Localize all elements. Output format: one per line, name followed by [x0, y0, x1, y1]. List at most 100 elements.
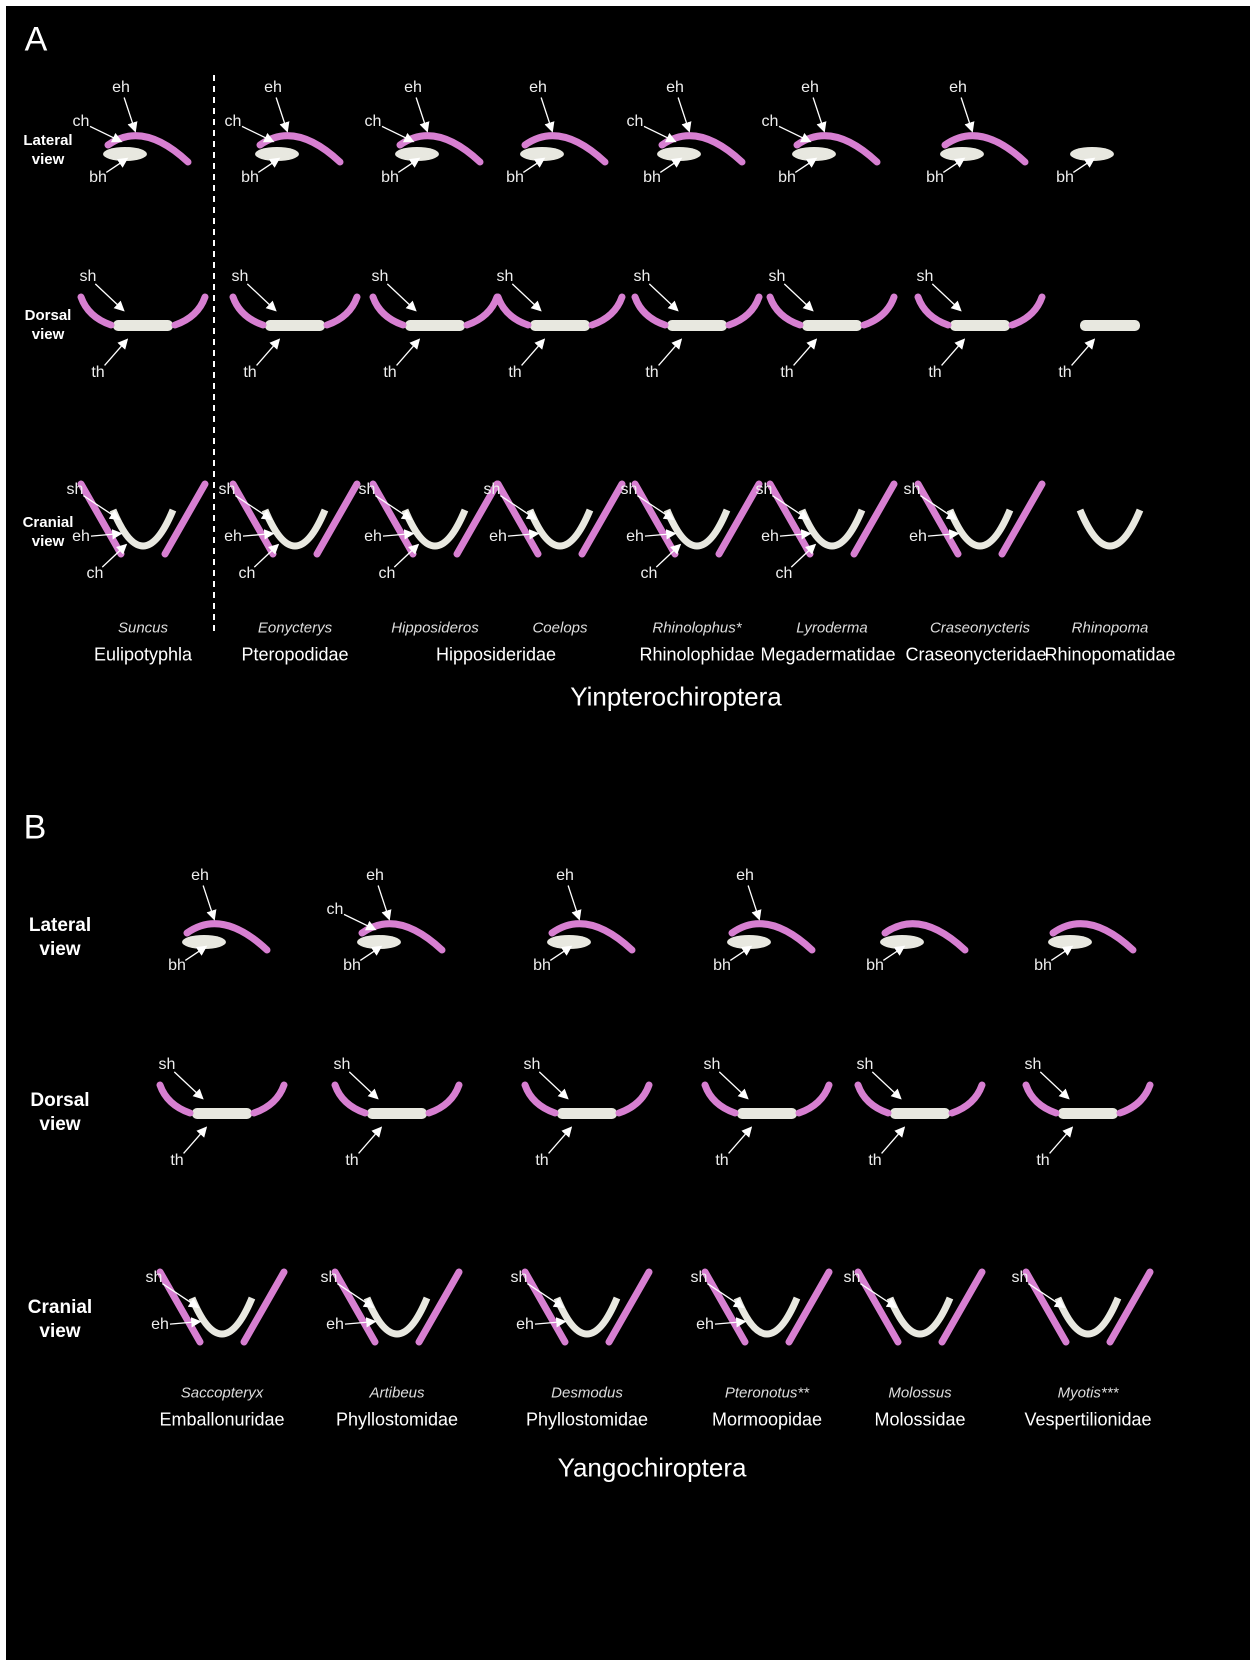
basihyal-bone — [1070, 147, 1114, 161]
annotation-label: ch — [327, 901, 344, 919]
basihyal-bone — [1080, 510, 1140, 546]
thyrohyal-bone — [557, 1108, 617, 1119]
annotation-label: sh — [80, 268, 97, 286]
family-label: Craseonycteridae — [905, 645, 1046, 666]
annotation-label: bh — [643, 169, 661, 187]
annotation-arrow — [730, 946, 751, 960]
annotation-label: th — [868, 1152, 881, 1170]
panel-letter: B — [24, 809, 47, 848]
basihyal-bone — [405, 510, 465, 546]
annotation-label: bh — [866, 957, 884, 975]
annotation-label: eh — [736, 867, 754, 885]
thyrohyal-bone — [192, 1108, 252, 1119]
annotation-arrow — [678, 97, 689, 131]
annotation-label: sh — [704, 1056, 721, 1074]
row-label: Cranial view — [18, 513, 78, 551]
genus-label: Pteronotus** — [725, 1385, 809, 1402]
family-label: Emballonuridae — [159, 1410, 284, 1431]
basihyal-bone — [890, 1298, 950, 1334]
row-label: Cranial view — [20, 1296, 100, 1344]
annotation-label: eh — [366, 867, 384, 885]
genus-label: Eonycterys — [258, 620, 332, 637]
row-label: Dorsal view — [20, 1089, 100, 1137]
annotation-label: eh — [516, 1316, 534, 1334]
annotation-label: eh — [72, 528, 90, 546]
annotation-arrow — [105, 339, 128, 365]
stylohyal-bone — [498, 297, 528, 325]
annotation-label: eh — [264, 79, 282, 97]
thyrohyal-bone — [802, 320, 862, 331]
annotation-arrow — [794, 339, 817, 365]
annotation-arrow — [1073, 158, 1094, 172]
thyrohyal-bone — [1058, 1108, 1118, 1119]
annotation-label: eh — [151, 1316, 169, 1334]
stylohyal-bone — [335, 1085, 365, 1113]
annotation-label: bh — [713, 957, 731, 975]
annotation-arrow — [659, 339, 682, 365]
basihyal-bone — [357, 935, 401, 949]
annotation-arrow — [719, 1072, 747, 1099]
annotation-arrow — [95, 284, 123, 311]
annotation-arrow — [360, 946, 381, 960]
annotation-label: ch — [627, 113, 644, 131]
annotation-arrow — [276, 97, 287, 131]
annotation-label: eh — [761, 528, 779, 546]
annotation-label: ch — [225, 113, 242, 131]
annotation-label: ch — [762, 113, 779, 131]
annotation-label: bh — [241, 169, 259, 187]
stylohyal-bone — [1120, 1085, 1150, 1113]
basihyal-bone — [547, 935, 591, 949]
stylohyal-bone — [952, 1085, 982, 1113]
annotation-arrow — [378, 885, 389, 919]
annotation-label: bh — [778, 169, 796, 187]
annotation-arrow — [932, 284, 960, 311]
annotation-label: eh — [556, 867, 574, 885]
annotation-label: ch — [87, 565, 104, 583]
annotation-label: sh — [917, 268, 934, 286]
genus-label: Rhinopoma — [1072, 620, 1149, 637]
annotation-label: sh — [756, 481, 773, 499]
row-label: Dorsal view — [18, 306, 78, 344]
annotation-arrow — [795, 158, 816, 172]
annotation-label: sh — [146, 1269, 163, 1287]
annotation-arrow — [1072, 339, 1095, 365]
genus-label: Molossus — [888, 1385, 951, 1402]
annotation-label: bh — [926, 169, 944, 187]
stylohyal-bone — [1026, 1085, 1056, 1113]
basihyal-bone — [103, 147, 147, 161]
basihyal-bone — [265, 510, 325, 546]
annotation-label: eh — [801, 79, 819, 97]
annotation-arrow — [748, 885, 759, 919]
row-label: Lateral view — [18, 131, 78, 169]
stylohyal-bone — [160, 1085, 190, 1113]
annotation-label: th — [780, 364, 793, 382]
annotation-label: sh — [1012, 1269, 1029, 1287]
stylohyal-bone — [233, 297, 263, 325]
basihyal-bone — [182, 935, 226, 949]
thyrohyal-bone — [367, 1108, 427, 1119]
basihyal-bone — [520, 147, 564, 161]
basihyal-bone — [367, 1298, 427, 1334]
genus-label: Coelops — [532, 620, 587, 637]
figure: ALateral viewDorsal viewCranial viewSunc… — [0, 0, 1256, 1666]
annotation-arrow — [397, 339, 420, 365]
annotation-arrow — [784, 284, 812, 311]
thyrohyal-bone — [950, 320, 1010, 331]
annotation-arrow — [882, 1127, 905, 1153]
stylohyal-bone — [858, 1085, 888, 1113]
basihyal-bone — [792, 147, 836, 161]
basihyal-bone — [657, 147, 701, 161]
annotation-arrow — [344, 914, 375, 929]
annotation-arrow — [660, 158, 681, 172]
annotation-arrow — [568, 885, 579, 919]
stylohyal-bone — [592, 297, 622, 325]
stylohyal-bone — [729, 297, 759, 325]
basihyal-bone — [737, 1298, 797, 1334]
basihyal-bone — [192, 1298, 252, 1334]
basihyal-bone — [395, 147, 439, 161]
annotation-label: th — [91, 364, 104, 382]
thyrohyal-bone — [890, 1108, 950, 1119]
annotation-label: bh — [506, 169, 524, 187]
stylohyal-bone — [918, 297, 948, 325]
annotation-label: eh — [191, 867, 209, 885]
